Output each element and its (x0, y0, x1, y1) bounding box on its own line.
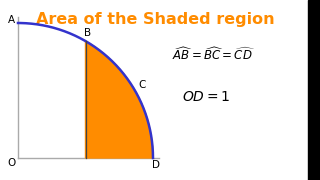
Text: $\widehat{AB} = \widehat{BC} = \widehat{CD}$: $\widehat{AB} = \widehat{BC} = \widehat{… (172, 46, 255, 64)
Text: B: B (84, 28, 91, 38)
Text: Area of the Shaded region: Area of the Shaded region (36, 12, 274, 27)
Text: D: D (152, 160, 160, 170)
Text: A: A (7, 15, 15, 25)
Bar (308, 0, 320, 180)
Polygon shape (85, 41, 153, 158)
Text: C: C (138, 80, 146, 89)
Text: $OD = 1$: $OD = 1$ (182, 90, 230, 104)
Text: O: O (7, 158, 15, 168)
